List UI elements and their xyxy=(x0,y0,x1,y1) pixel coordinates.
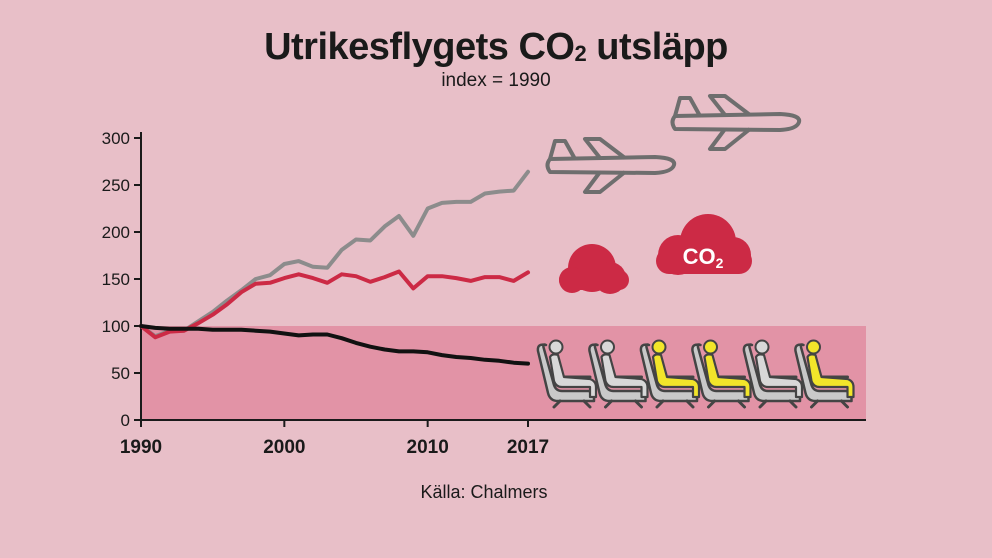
x-tick-label: 2017 xyxy=(507,437,549,458)
seat-icon xyxy=(794,339,855,409)
x-tick-label: 2000 xyxy=(263,437,305,458)
title-subscript: 2 xyxy=(574,41,587,66)
chart-subtitle: index = 1990 xyxy=(441,70,551,91)
title-text: Utrikesflygets CO xyxy=(264,26,575,68)
seat-row xyxy=(536,339,855,409)
series-line-red xyxy=(139,269,530,340)
airplane-icon xyxy=(670,94,802,151)
series-line-grey xyxy=(139,169,530,339)
y-tick-label: 50 xyxy=(111,364,130,383)
co2-label: CO2 xyxy=(683,244,724,271)
seat-icon xyxy=(536,339,598,409)
series-lines xyxy=(139,169,530,366)
index-band xyxy=(141,326,866,420)
x-tick-label: 1990 xyxy=(120,437,162,458)
y-tick-label: 150 xyxy=(102,270,130,289)
x-tick-label: 2010 xyxy=(407,437,449,458)
cloud-icon xyxy=(559,244,629,294)
source-note: Källa: Chalmers xyxy=(420,482,548,502)
seat-icon xyxy=(691,339,752,409)
y-tick-label: 300 xyxy=(102,129,130,148)
y-tick-label: 250 xyxy=(102,176,130,195)
x-axis: 1990 2000 2010 2017 xyxy=(120,419,866,458)
seat-icon xyxy=(742,339,804,409)
series-line-black xyxy=(139,324,530,366)
seat-icon xyxy=(588,339,649,409)
y-axis: 0 50 100 150 200 250 300 xyxy=(102,129,142,430)
seat-icon xyxy=(639,339,701,409)
y-tick-label: 200 xyxy=(102,223,130,242)
co2-cloud-icon: CO2 xyxy=(656,214,752,275)
y-tick-label: 100 xyxy=(102,317,130,336)
airplane-icon xyxy=(545,137,677,194)
title-tail: utsläpp xyxy=(586,26,728,68)
y-tick-label: 0 xyxy=(121,411,130,430)
chart-title: Utrikesflygets CO2 utsläpp xyxy=(0,26,992,69)
